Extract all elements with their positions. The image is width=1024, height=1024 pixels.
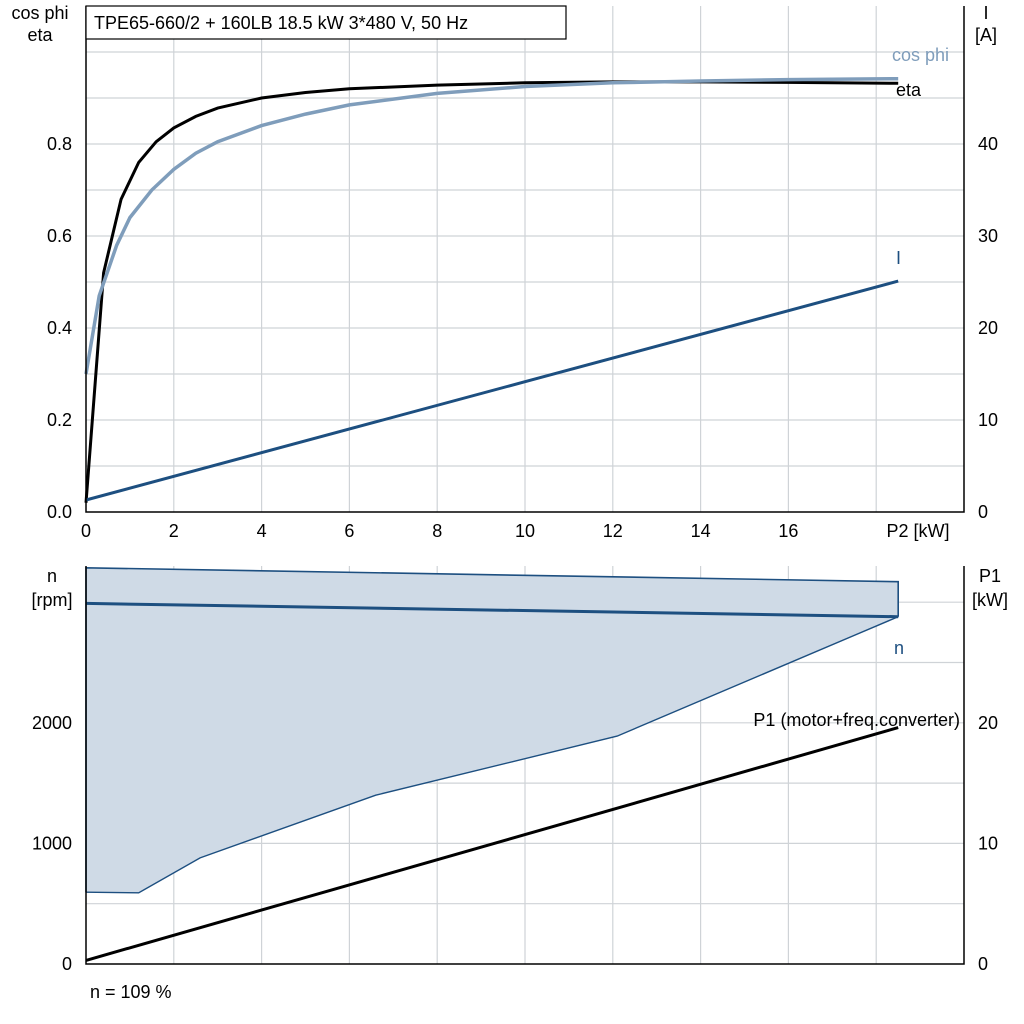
speed-range-band: [86, 567, 899, 893]
x-tick-label: 8: [432, 521, 442, 541]
series-label-p1: P1 (motor+freq.converter): [753, 710, 960, 730]
speed-annotation: n = 109 %: [90, 982, 172, 1002]
top-right-tick-label: 10: [978, 410, 998, 430]
series-line-speed: [85, 601, 899, 619]
top-left-tick-label: 0.8: [47, 134, 72, 154]
bottom-chart-axes: [85, 566, 965, 965]
x-tick-label: 14: [691, 521, 711, 541]
top-right-tick-label: 30: [978, 226, 998, 246]
series-label-eta: eta: [896, 80, 922, 100]
speed-band-lower-edge: [85, 616, 899, 894]
bottom-left-axis-label-2: [rpm]: [31, 590, 72, 610]
tick-labels: 0 2 4 6 8 10 12 14 16 0.0 0.2 0.4 0.6 0.8 0 10 20 30 40 0 10…: [32, 134, 998, 974]
bottom-right-tick-label: 0: [978, 954, 988, 974]
chart-title-box: [85, 5, 567, 40]
top-left-tick-label: 0.4: [47, 318, 72, 338]
top-left-axis-label-2: eta: [27, 25, 53, 45]
x-tick-label: 16: [778, 521, 798, 541]
x-tick-label: 10: [515, 521, 535, 541]
top-chart-grid: [86, 6, 964, 512]
series-label-speed: n: [894, 638, 904, 658]
bottom-right-tick-label: 20: [978, 713, 998, 733]
top-right-axis-label-1: I: [983, 3, 988, 23]
top-right-tick-label: 0: [978, 502, 988, 522]
bottom-right-axis-label-2: [kW]: [972, 590, 1008, 610]
x-tick-label: 2: [169, 521, 179, 541]
top-x-axis-label: P2 [kW]: [886, 521, 949, 541]
x-tick-label: 0: [81, 521, 91, 541]
top-right-tick-label: 20: [978, 318, 998, 338]
series-line-p1: [85, 726, 899, 962]
x-tick-label: 6: [344, 521, 354, 541]
top-left-axis-label-1: cos phi: [11, 3, 68, 23]
bottom-left-tick-label: 1000: [32, 833, 72, 853]
bottom-left-axis-label-1: n: [47, 566, 57, 586]
bottom-right-tick-label: 10: [978, 833, 998, 853]
bottom-right-axis-label-1: P1: [979, 566, 1001, 586]
top-left-tick-label: 0.0: [47, 502, 72, 522]
top-left-tick-label: 0.2: [47, 410, 72, 430]
top-chart-axes: [85, 6, 965, 513]
x-tick-label: 12: [603, 521, 623, 541]
series-line-current: [85, 279, 899, 502]
series-label-current: I: [896, 248, 901, 268]
top-left-tick-label: 0.6: [47, 226, 72, 246]
top-right-axis-label-2: [A]: [975, 25, 997, 45]
bottom-left-tick-label: 0: [62, 954, 72, 974]
series-label-cos-phi: cos phi: [892, 45, 949, 65]
bottom-left-tick-label: 2000: [32, 713, 72, 733]
series-line-cos-phi: [84, 76, 899, 375]
chart-title: TPE65-660/2 + 160LB 18.5 kW 3*480 V, 50 …: [94, 13, 468, 33]
top-right-tick-label: 40: [978, 134, 998, 154]
x-tick-label: 4: [257, 521, 267, 541]
